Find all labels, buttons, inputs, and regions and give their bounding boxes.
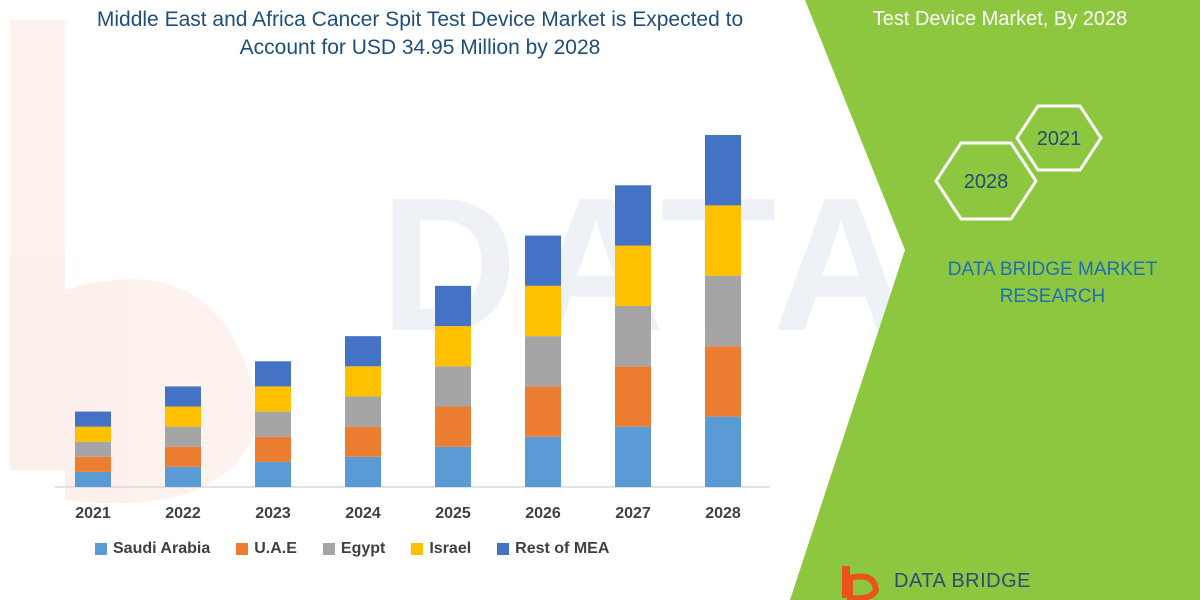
legend-swatch xyxy=(497,543,510,555)
watermark-bar xyxy=(10,20,65,470)
footer-logo-text: DATA BRIDGE xyxy=(894,569,1032,592)
bar-segment-saudi-arabia-2026 xyxy=(525,436,561,487)
bar-segment-israel-2021 xyxy=(75,426,111,442)
bar-segment-u-a-e-2021 xyxy=(75,456,111,472)
legend-label: Rest of MEA xyxy=(515,540,610,557)
bar-segment-saudi-arabia-2024 xyxy=(345,456,381,487)
brand-line1: DATA BRIDGE MARKET xyxy=(947,259,1158,280)
x-tick-label-2025: 2025 xyxy=(435,505,471,522)
bar-segment-rest-of-mea-2023 xyxy=(255,361,291,387)
x-tick-label-2022: 2022 xyxy=(165,505,201,522)
bar-segment-egypt-2028 xyxy=(705,275,741,347)
x-tick-label-2026: 2026 xyxy=(525,505,561,522)
legend-label: Egypt xyxy=(340,540,386,557)
legend-item-u-a-e: U.A.E xyxy=(236,540,297,558)
bar-segment-saudi-arabia-2025 xyxy=(435,446,471,487)
chart-title: Middle East and Africa Cancer Spit Test … xyxy=(40,6,800,62)
x-tick-label-2021: 2021 xyxy=(75,505,111,522)
bar-segment-saudi-arabia-2027 xyxy=(615,426,651,487)
legend-swatch xyxy=(236,543,249,555)
bar-segment-u-a-e-2023 xyxy=(255,436,291,462)
hexagon-label-2028: 2028 xyxy=(964,171,1009,193)
bar-segment-saudi-arabia-2023 xyxy=(255,461,291,487)
bar-segment-israel-2027 xyxy=(615,245,651,306)
bar-segment-egypt-2021 xyxy=(75,441,111,457)
bar-segment-u-a-e-2024 xyxy=(345,426,381,457)
bar-segment-u-a-e-2025 xyxy=(435,406,471,447)
legend-item-egypt: Egypt xyxy=(322,540,386,558)
bar-segment-saudi-arabia-2028 xyxy=(705,416,741,487)
watermark-curve xyxy=(65,279,260,504)
footer-logo: DATA BRIDGE xyxy=(838,562,1031,600)
legend-swatch xyxy=(322,543,335,555)
hexagon-2021 xyxy=(1015,104,1103,172)
legend-item-rest-of-mea: Rest of MEA xyxy=(497,540,609,558)
bar-segment-egypt-2025 xyxy=(435,366,471,407)
side-panel-title: Test Device Market, By 2028 xyxy=(872,8,1128,30)
bar-segment-saudi-arabia-2022 xyxy=(165,466,201,487)
bar-segment-u-a-e-2027 xyxy=(615,366,651,427)
hexagon-2028 xyxy=(934,141,1038,221)
bar-segment-israel-2028 xyxy=(705,205,741,276)
bar-group xyxy=(75,135,741,487)
bar-segment-israel-2025 xyxy=(435,326,471,367)
brand-name: DATA BRIDGE MARKET RESEARCH xyxy=(930,256,1175,310)
x-tick-labels: 2021 2022 2023 2024 2025 2026 2027 2028 xyxy=(75,505,741,522)
legend-item-saudi-arabia: Saudi Arabia xyxy=(95,540,210,558)
bar-segment-israel-2023 xyxy=(255,386,291,412)
x-tick-label-2027: 2027 xyxy=(615,505,651,522)
chart-title-line2: Account for USD 34.95 Million by 2028 xyxy=(239,36,601,59)
bar-segment-egypt-2024 xyxy=(345,396,381,427)
legend-swatch xyxy=(411,543,424,555)
bar-segment-rest-of-mea-2025 xyxy=(435,285,471,327)
bar-segment-saudi-arabia-2021 xyxy=(75,471,111,487)
legend-label: Saudi Arabia xyxy=(113,540,211,557)
bar-segment-rest-of-mea-2021 xyxy=(75,411,111,427)
hexagon-label-2021: 2021 xyxy=(1037,128,1082,150)
bar-segment-egypt-2022 xyxy=(165,426,201,447)
brand-line2: RESEARCH xyxy=(999,286,1106,307)
bar-segment-egypt-2026 xyxy=(525,336,561,387)
bar-segment-egypt-2027 xyxy=(615,305,651,367)
bar-segment-rest-of-mea-2026 xyxy=(525,235,561,286)
bar-segment-u-a-e-2028 xyxy=(705,346,741,417)
data-bridge-logo-icon xyxy=(842,566,880,600)
chart-legend: Saudi Arabia U.A.E Egypt Israel Rest of MEA xyxy=(95,540,609,558)
bar-segment-rest-of-mea-2024 xyxy=(345,336,381,367)
green-panel-shape xyxy=(790,0,1200,600)
bar-segment-u-a-e-2026 xyxy=(525,386,561,437)
x-tick-label-2023: 2023 xyxy=(255,505,291,522)
bar-segment-israel-2026 xyxy=(525,285,561,337)
bar-segment-israel-2024 xyxy=(345,366,381,397)
legend-swatch xyxy=(95,543,107,555)
legend-item-israel: Israel xyxy=(411,540,471,558)
legend-label: Israel xyxy=(429,540,472,557)
bar-segment-u-a-e-2022 xyxy=(165,446,201,467)
bar-segment-rest-of-mea-2028 xyxy=(705,135,741,206)
bar-segment-rest-of-mea-2027 xyxy=(615,185,651,246)
x-tick-label-2024: 2024 xyxy=(345,505,381,522)
x-tick-label-2028: 2028 xyxy=(705,505,741,522)
bar-segment-israel-2022 xyxy=(165,406,201,427)
chart-title-line1: Middle East and Africa Cancer Spit Test … xyxy=(96,8,744,31)
legend-label: U.A.E xyxy=(254,540,297,557)
bar-segment-egypt-2023 xyxy=(255,411,291,437)
bar-segment-rest-of-mea-2022 xyxy=(165,386,201,407)
